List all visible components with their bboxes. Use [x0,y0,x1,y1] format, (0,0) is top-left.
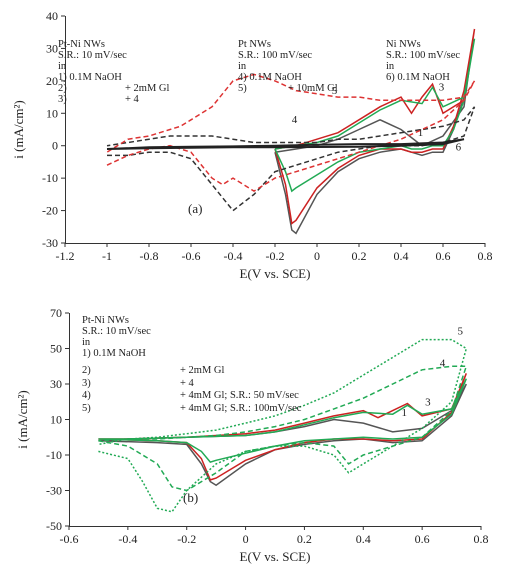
y-tick-label: -30 [42,236,58,250]
annotation-line: 6) 0.1M NaOH [386,72,450,83]
annotation-line: 1) 0.1M NaOH [58,72,122,83]
annotation-line: 5) [238,83,247,94]
annotation-line: in [82,337,91,348]
x-tick-label: 0.2 [297,532,312,546]
panel-b-label: (b) [183,490,198,505]
annotation-line: + 4mM Gl; S.R.: 100mV/sec [180,403,302,414]
series-5-line [106,73,476,192]
series-6-line [106,138,465,150]
x-tick-label: -0.6 [60,532,79,546]
annotation-line: Ni NWs [386,39,421,50]
annotation-line: + 4 [180,378,195,389]
annotation-line: 4) 0.1M NaOH [238,72,302,83]
annotation-line: 1) 0.1M NaOH [82,348,146,359]
annotation-line: 2) [58,83,67,94]
series-4-line [106,106,476,212]
series-2-line [274,28,476,225]
annotation-line: 4) [82,390,91,401]
panel-b-curve-labels: 1 3 4 5 [402,325,464,419]
y-tick-label: -30 [46,484,62,498]
y-tick-label: 70 [50,306,62,320]
curve-label: 3 [439,82,445,94]
annotation-line: S.R.: 100 mV/sec [386,50,460,61]
annotation-line: S.R.: 10 mV/sec [82,326,151,337]
x-tick-label: -0.4 [224,249,243,263]
curve-label: 4 [440,357,446,369]
series-5-line [98,338,468,513]
x-tick-label: 0.8 [474,532,489,546]
annotation-line: 3) [82,378,91,389]
panel-a-y-label: i (mA/cm²) [11,100,26,158]
series-3-line [98,378,467,463]
panel-a-curve-labels: 1 3 5 4 6 [292,82,462,154]
x-tick-label: -1 [102,249,112,263]
x-tick-label: -0.2 [266,249,285,263]
annotation-line: 2) [82,365,91,376]
x-tick-label: 0.6 [415,532,430,546]
y-tick-label: -50 [46,519,62,533]
panel-a: -1.2 -1 -0.8 -0.6 -0.4 -0.2 0 0.2 0.4 0.6 0.840302… [11,9,493,281]
panel-b-ticks: -0.6 -0.4 -0.2 0 0.2 0.4 0.6 0.8 70 50 30 10 -10 -30 -… [46,306,489,546]
annotation-line: Pt-Ni NWs [82,315,129,326]
annotation-line: Pt-Ni NWs [58,39,105,50]
y-tick-label: 10 [46,106,58,120]
x-tick-label: 0.8 [478,249,493,263]
annotation-line: S.R.: 10 mV/sec [58,50,127,61]
x-tick-label: 0.4 [356,532,371,546]
panel-a-series [106,28,476,235]
x-tick-label: -0.2 [177,532,196,546]
panel-b-series [98,338,468,513]
y-tick-label: 40 [46,9,58,23]
curve-label: 6 [456,142,462,154]
curve-label: 4 [292,114,298,126]
annotation-line: + 4mM Gl; S.R.: 50 mV/sec [180,390,299,401]
annotation-line: in [386,61,395,72]
y-tick-label: 30 [50,377,62,391]
x-tick-label: -0.6 [182,249,201,263]
curve-label: 1 [418,127,424,139]
x-tick-label: -1.2 [56,249,75,263]
x-tick-label: 0.6 [436,249,451,263]
annotation-line: S.R.: 100 mV/sec [238,50,312,61]
x-tick-label: 0.2 [352,249,367,263]
panel-b-y-label: i (mA/cm²) [15,390,30,448]
y-tick-label: 20 [46,74,58,88]
x-tick-label: 0 [243,532,249,546]
curve-label: 3 [425,396,431,408]
annotation-line: in [238,61,247,72]
annotation-line: 5) [82,403,91,414]
y-tick-label: -10 [46,448,62,462]
panel-a-label: (a) [188,201,202,216]
y-tick-label: 30 [46,41,58,55]
annotation-line: + 10mM Gl [288,83,338,94]
x-tick-label: 0.4 [394,249,409,263]
y-tick-label: -20 [42,204,58,218]
panel-a-x-label: E(V vs. SCE) [240,266,311,281]
annotation-line: in [58,61,67,72]
annotation-line: Pt NWs [238,39,271,50]
panel-a-ticks: -1.2 -1 -0.8 -0.6 -0.4 -0.2 0 0.2 0.4 0.6 0.840302… [42,9,493,263]
x-tick-label: -0.8 [140,249,159,263]
y-tick-label: 50 [50,342,62,356]
curve-label: 5 [457,325,463,337]
x-tick-label: 0 [314,249,320,263]
series-4-line [98,365,468,492]
panel-b: -0.6 -0.4 -0.2 0 0.2 0.4 0.6 0.8 70 50 30 10 -10 -30 -… [15,306,489,564]
y-tick-label: 10 [50,413,62,427]
panel-b-x-label: E(V vs. SCE) [240,549,311,564]
annotation-line: + 2mM Gl [125,83,170,94]
y-tick-label: -10 [42,171,58,185]
curve-label: 5 [332,85,338,97]
y-tick-label: 0 [52,139,58,153]
annotation-line: + 2mM Gl [180,365,225,376]
series-3-line [274,38,476,193]
curve-label: 1 [402,407,408,419]
annotation-line: + 4 [125,94,140,105]
x-tick-label: -0.4 [118,532,137,546]
annotation-line: 3) [58,94,67,105]
